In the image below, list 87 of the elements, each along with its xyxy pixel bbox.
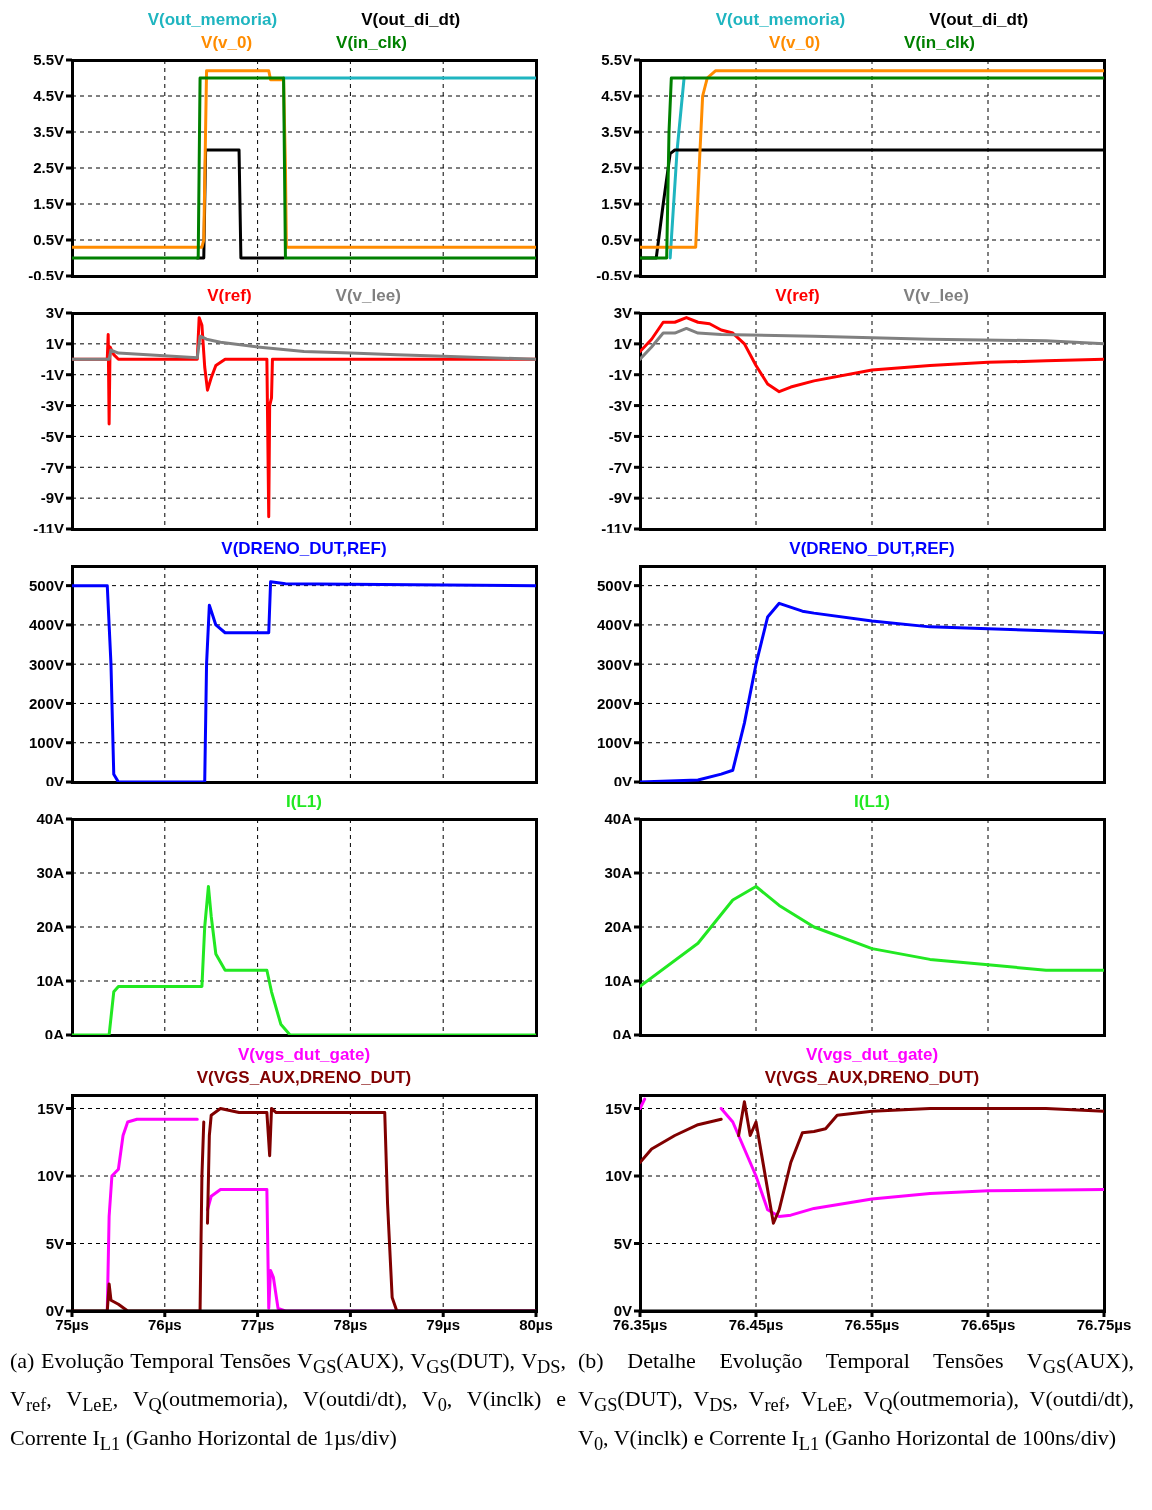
y-tick-label: 0.5V — [33, 231, 64, 249]
y-tick-label: 10V — [37, 1167, 64, 1185]
text: V(vgs_dut_gate) — [804, 1044, 940, 1066]
y-tick-label: 2.5V — [601, 159, 632, 177]
y-tick-label: 10A — [36, 972, 65, 990]
x-tick-label: 80µs — [519, 1315, 553, 1333]
y-tick-label: -9V — [40, 489, 64, 507]
text: V(out_di_dt) — [360, 9, 462, 31]
y-tick-label: -7V — [608, 458, 632, 476]
y-tick-label: 4.5V — [33, 87, 64, 105]
y-tick-label: 400V — [28, 616, 64, 634]
y-tick-label: 10A — [604, 972, 633, 990]
y-tick-label: 0.5V — [601, 231, 632, 249]
y-tick-label: 15V — [605, 1099, 632, 1117]
text: V(v_lee) — [334, 285, 402, 307]
x-tick-label: 76µs — [147, 1315, 182, 1333]
y-tick-label: 4.5V — [601, 87, 632, 105]
y-tick-label: 30A — [604, 864, 633, 882]
line-series — [72, 334, 536, 361]
y-tick-label: 20A — [604, 918, 633, 936]
series-label: V(v_lee) — [902, 285, 970, 307]
y-tick-label: 3V — [613, 304, 632, 322]
y-tick-label: 400V — [596, 616, 632, 634]
y-tick-label: 40A — [36, 810, 65, 828]
text: V(out_memoria) — [714, 9, 847, 31]
x-tick-label: 76.55µs — [844, 1315, 900, 1333]
y-tick-label: 1.5V — [33, 195, 64, 213]
line-series — [640, 326, 1104, 361]
y-tick-label: 2.5V — [33, 159, 64, 177]
series-label: V(DRENO_DUT,REF) — [220, 538, 388, 560]
x-tick-label: 79µs — [426, 1315, 461, 1333]
text: (b) Detalhe Evolução Temporal Tensões V$_{GS}$(AUX), V$_{GS}$(DUT), V$_{DS}$, V$_{ref}$, V$_{LeE}$, V$_{Q}$(outmemoria), V(outdi/dt), V$_{0}$, V(inclk) e Corrente I$_{L1}$ (Ganho Horizontal de 100ns/div) — [578, 1348, 1134, 1455]
series-label: V(ref) — [206, 285, 253, 307]
text: (a) Evolução Temporal Tensões V$_{GS}$(AUX), V$_{GS}$(DUT), V$_{DS}$, V$_{ref}$, V$_{LeE}$, V$_{Q}$(outmemoria), V(outdi/dt), V$_{0}$, V(inclk) e Corrente I$_{L1}$ (Ganho Horizontal de 1µs/div) — [10, 1348, 566, 1455]
x-tick-label: 78µs — [333, 1315, 368, 1333]
y-tick-label: 1.5V — [601, 195, 632, 213]
y-tick-label: 500V — [596, 576, 632, 594]
text: V(DRENO_DUT,REF) — [788, 538, 956, 560]
y-tick-label: 300V — [28, 655, 64, 673]
series-label: V(VGS_AUX,DRENO_DUT) — [195, 1067, 413, 1089]
x-tick-label: 76.75µs — [1076, 1315, 1132, 1333]
text: V(out_di_dt) — [928, 9, 1030, 31]
series-label: V(VGS_AUX,DRENO_DUT) — [763, 1067, 981, 1089]
x-tick-label: 77µs — [240, 1315, 275, 1333]
y-tick-label: -1V — [40, 366, 64, 384]
y-tick-label: 15V — [37, 1099, 64, 1117]
y-tick-label: 20A — [36, 918, 65, 936]
y-tick-label: -3V — [40, 396, 64, 414]
y-tick-label: 500V — [28, 576, 64, 594]
y-tick-label: -7V — [40, 458, 64, 476]
line-series — [72, 885, 536, 1035]
text: V(vgs_dut_gate) — [236, 1044, 372, 1066]
line-series — [640, 316, 1104, 394]
x-tick-label: 76.45µs — [728, 1315, 784, 1333]
text: I(L1) — [853, 791, 891, 813]
y-tick-label: 100V — [28, 734, 64, 752]
series-label: V(v_0) — [768, 32, 822, 54]
y-tick-label: 5V — [45, 1234, 64, 1252]
y-tick-label: 40A — [604, 810, 633, 828]
y-tick-label: 1V — [613, 335, 632, 353]
series-label: V(in_clk) — [903, 32, 976, 54]
y-tick-label: 1V — [45, 335, 64, 353]
text: I(L1) — [285, 791, 323, 813]
y-tick-label: 100V — [596, 734, 632, 752]
y-tick-label: 3V — [45, 304, 64, 322]
y-tick-label: -3V — [608, 396, 632, 414]
line-series — [640, 885, 1104, 988]
text: V(ref) — [774, 285, 821, 307]
text: V(out_memoria) — [146, 9, 279, 31]
y-tick-label: 30A — [36, 864, 65, 882]
y-tick-label: 5.5V — [33, 51, 64, 69]
y-tick-label: 3.5V — [601, 123, 632, 141]
series-label: V(v_0) — [200, 32, 254, 54]
y-tick-label: -5V — [40, 427, 64, 445]
text: V(in_clk) — [335, 32, 408, 54]
y-tick-label: 5.5V — [601, 51, 632, 69]
y-tick-label: 300V — [596, 655, 632, 673]
y-tick-label: -1V — [608, 366, 632, 384]
y-tick-label: 10V — [605, 1167, 632, 1185]
y-tick-label: -9V — [608, 489, 632, 507]
y-tick-label: 5V — [613, 1234, 632, 1252]
x-tick-label: 76.65µs — [960, 1315, 1016, 1333]
y-tick-label: 200V — [596, 694, 632, 712]
y-tick-label: 3.5V — [33, 123, 64, 141]
y-tick-label: 200V — [28, 694, 64, 712]
y-tick-label: -5V — [608, 427, 632, 445]
line-series — [640, 601, 1104, 782]
